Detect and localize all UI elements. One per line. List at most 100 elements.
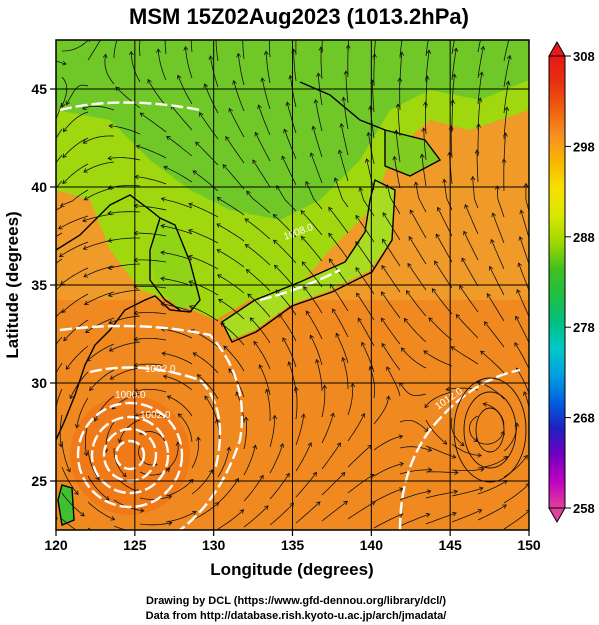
streamline-arrow	[108, 347, 114, 352]
streamline	[243, 417, 247, 450]
streamline-arrow	[50, 129, 54, 133]
streamline-arrow	[459, 285, 464, 290]
streamline-arrow	[66, 467, 71, 473]
streamline	[195, 141, 219, 166]
streamline-arrow	[26, 392, 30, 396]
streamline-arrow	[258, 364, 264, 369]
streamline-arrow	[483, 321, 489, 326]
streamline-arrow	[403, 317, 409, 323]
streamline-arrow	[83, 196, 89, 201]
streamline-arrow	[62, 153, 67, 159]
streamline-arrow	[113, 538, 117, 542]
streamline-arrow	[65, 365, 71, 370]
colorbar-tick-label: 278	[573, 320, 595, 335]
streamline-arrow	[480, 350, 485, 356]
x-tick-label: 135	[281, 537, 305, 553]
streamline-arrow	[265, 388, 270, 394]
streamline-arrow	[421, 127, 427, 132]
streamline-arrow	[93, 417, 99, 422]
streamline-arrow	[160, 302, 165, 307]
streamline	[334, 177, 349, 208]
streamline-arrow	[104, 495, 110, 501]
x-axis-label: Longitude (degrees)	[210, 560, 373, 579]
streamline-arrow	[399, 51, 405, 56]
streamline-arrow	[459, 441, 465, 447]
streamline-arrow	[328, 258, 334, 264]
streamline	[197, 374, 219, 400]
streamline-arrow	[395, 103, 401, 108]
streamline	[382, 238, 401, 267]
streamline-arrow	[80, 511, 85, 517]
streamline	[166, 136, 193, 157]
streamline-arrow	[477, 509, 483, 514]
streamline-arrow	[62, 179, 67, 185]
streamline-arrow	[423, 350, 428, 355]
streamline	[266, 389, 271, 422]
streamline	[468, 415, 479, 442]
streamline	[328, 207, 349, 234]
streamline-arrow	[107, 155, 113, 161]
streamline-arrow	[515, 315, 520, 321]
streamline-arrow	[243, 416, 249, 421]
streamline	[321, 442, 341, 470]
streamline	[163, 375, 193, 391]
y-tick-label: 45	[31, 81, 47, 97]
streamline-arrow	[311, 125, 317, 131]
streamline	[366, 158, 375, 191]
streamline-arrow	[192, 352, 198, 357]
streamline-arrow	[544, 448, 548, 452]
streamline-arrow	[257, 104, 262, 110]
streamline-arrow	[188, 305, 194, 310]
streamline-arrow	[228, 107, 233, 113]
streamline	[134, 338, 167, 341]
streamline	[373, 488, 404, 503]
streamline	[24, 339, 36, 368]
streamline	[503, 483, 529, 504]
streamline	[503, 81, 509, 114]
streamline-arrow	[215, 418, 220, 424]
streamline-arrow	[69, 394, 74, 400]
streamline	[61, 440, 71, 473]
streamline	[56, 154, 63, 164]
streamline	[451, 487, 484, 497]
streamline	[87, 449, 100, 480]
streamline-arrow	[208, 55, 214, 60]
streamline-arrow	[523, 391, 528, 396]
streamline	[315, 99, 323, 132]
streamline-arrow	[42, 332, 46, 336]
contour-ring	[76, 401, 184, 509]
streamline	[265, 51, 271, 84]
streamline	[134, 286, 167, 289]
streamline-arrow	[482, 402, 488, 407]
streamline	[347, 474, 375, 494]
streamline	[243, 445, 256, 476]
streamline-arrow	[282, 337, 287, 342]
streamline-arrow	[161, 351, 166, 357]
streamline	[162, 352, 193, 365]
streamline-arrow	[254, 131, 259, 137]
streamline	[347, 44, 349, 78]
streamline-arrow	[44, 105, 48, 109]
streamline	[472, 176, 479, 209]
streamline-arrow	[477, 452, 482, 458]
streamline	[139, 40, 141, 57]
streamline	[342, 357, 349, 390]
streamline-arrow	[488, 265, 494, 271]
streamline	[282, 337, 297, 368]
streamline	[83, 135, 115, 144]
streamline-arrow	[176, 74, 182, 80]
streamline-arrow	[502, 132, 508, 137]
streamline	[489, 266, 505, 296]
colorbar-bottom-arrow	[548, 507, 566, 524]
streamline	[530, 3, 540, 34]
streamline	[218, 299, 245, 320]
streamline-arrow	[44, 360, 48, 364]
taiwan-coast	[57, 484, 75, 526]
streamline-arrow	[31, 419, 35, 423]
streamline	[381, 291, 401, 319]
streamline-arrow	[309, 334, 315, 340]
streamline-arrow	[84, 534, 88, 538]
typhoon-warm-core	[70, 395, 190, 515]
streamline	[484, 321, 505, 348]
